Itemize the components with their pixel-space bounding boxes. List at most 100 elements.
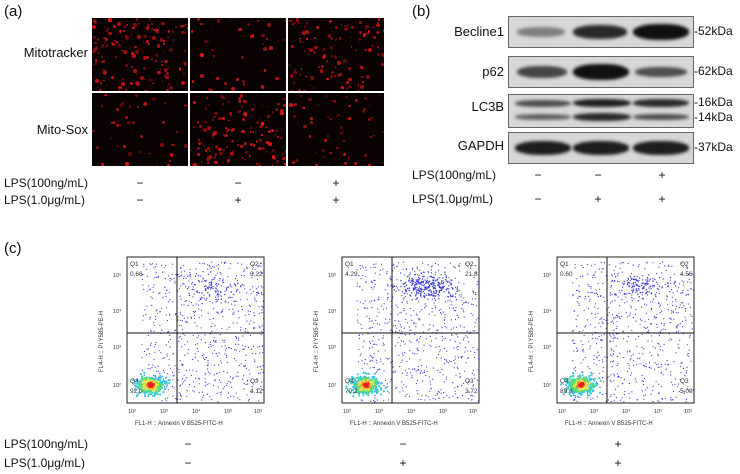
event-dot xyxy=(208,346,210,348)
event-dot xyxy=(216,285,218,287)
event-dot xyxy=(602,323,604,325)
event-dot xyxy=(357,377,361,380)
event-dot xyxy=(201,355,204,357)
b-cond-2-3: + xyxy=(658,192,666,206)
event-dot xyxy=(614,273,616,275)
event-dot xyxy=(245,359,247,361)
event-dot xyxy=(590,291,592,293)
event-dot xyxy=(146,305,148,307)
event-dot xyxy=(430,282,433,285)
event-dot xyxy=(384,322,386,324)
event-dot xyxy=(193,289,195,291)
event-dot xyxy=(236,289,239,291)
event-dot xyxy=(207,287,209,290)
event-dot xyxy=(587,273,589,275)
event-dot xyxy=(241,274,243,276)
event-dot xyxy=(408,289,410,291)
event-dot xyxy=(474,330,476,332)
event-dot xyxy=(474,265,476,267)
band xyxy=(515,100,571,107)
event-dot xyxy=(571,340,573,342)
event-dot xyxy=(260,381,263,383)
event-dot xyxy=(218,352,220,354)
event-dot xyxy=(390,378,392,380)
event-dot xyxy=(232,322,234,324)
event-dot xyxy=(580,382,583,385)
event-dot xyxy=(659,331,661,333)
event-dot xyxy=(678,283,681,285)
event-dot xyxy=(470,312,472,314)
event-dot xyxy=(192,296,194,298)
event-dot xyxy=(665,269,667,271)
event-dot xyxy=(164,398,167,400)
event-dot xyxy=(431,276,433,278)
event-dot xyxy=(202,396,204,398)
event-dot xyxy=(452,307,454,309)
event-dot xyxy=(454,387,456,389)
event-dot xyxy=(244,314,246,316)
event-dot xyxy=(631,391,633,393)
event-dot xyxy=(598,377,601,380)
event-dot xyxy=(445,278,447,281)
event-dot xyxy=(627,326,629,328)
quadrant-q1-name: Q1 xyxy=(130,261,139,268)
event-dot xyxy=(171,385,174,387)
event-dot xyxy=(574,366,576,368)
event-dot xyxy=(680,292,682,294)
event-dot xyxy=(668,265,670,267)
event-dot xyxy=(142,319,144,321)
x-tick-label: 10⁶ xyxy=(684,408,692,415)
event-dot xyxy=(197,290,199,292)
event-dot xyxy=(648,366,650,368)
event-dot xyxy=(257,266,259,268)
event-dot xyxy=(262,329,264,331)
event-dot xyxy=(377,308,379,310)
event-dot xyxy=(144,390,147,393)
event-dot xyxy=(186,341,189,343)
event-dot xyxy=(203,285,206,288)
event-dot xyxy=(253,315,255,317)
event-dot xyxy=(438,346,440,348)
event-dot xyxy=(241,263,243,265)
event-dot xyxy=(200,309,202,311)
event-dot xyxy=(386,322,388,324)
event-dot xyxy=(470,350,472,352)
event-dot xyxy=(166,355,168,357)
event-dot xyxy=(390,329,392,331)
event-dot xyxy=(652,385,654,387)
event-dot xyxy=(684,375,686,377)
event-dot xyxy=(237,310,239,312)
event-dot xyxy=(687,289,689,291)
event-dot xyxy=(686,388,688,390)
event-dot xyxy=(375,266,377,268)
event-dot xyxy=(583,334,585,337)
event-dot xyxy=(611,313,614,316)
event-dot xyxy=(670,399,672,401)
event-dot xyxy=(187,304,189,307)
event-dot xyxy=(468,398,470,400)
event-dot xyxy=(212,317,214,319)
event-dot xyxy=(626,340,628,342)
event-dot xyxy=(573,350,575,352)
event-dot xyxy=(612,320,614,322)
event-dot xyxy=(642,364,645,367)
event-dot xyxy=(383,385,385,387)
event-dot xyxy=(661,287,663,289)
event-dot xyxy=(207,371,209,373)
event-dot xyxy=(220,311,222,313)
event-dot xyxy=(410,292,413,294)
event-dot xyxy=(438,295,440,297)
event-dot xyxy=(384,386,387,389)
event-dot xyxy=(257,292,259,294)
event-dot xyxy=(365,281,367,283)
event-dot xyxy=(590,265,593,267)
event-dot xyxy=(623,378,626,380)
event-dot xyxy=(194,356,196,358)
event-dot xyxy=(442,280,444,282)
y-tick-label: 10² xyxy=(113,383,121,389)
event-dot xyxy=(610,400,613,402)
event-dot xyxy=(576,325,578,327)
event-dot xyxy=(195,344,197,346)
event-dot xyxy=(629,292,631,295)
event-dot xyxy=(438,291,440,293)
